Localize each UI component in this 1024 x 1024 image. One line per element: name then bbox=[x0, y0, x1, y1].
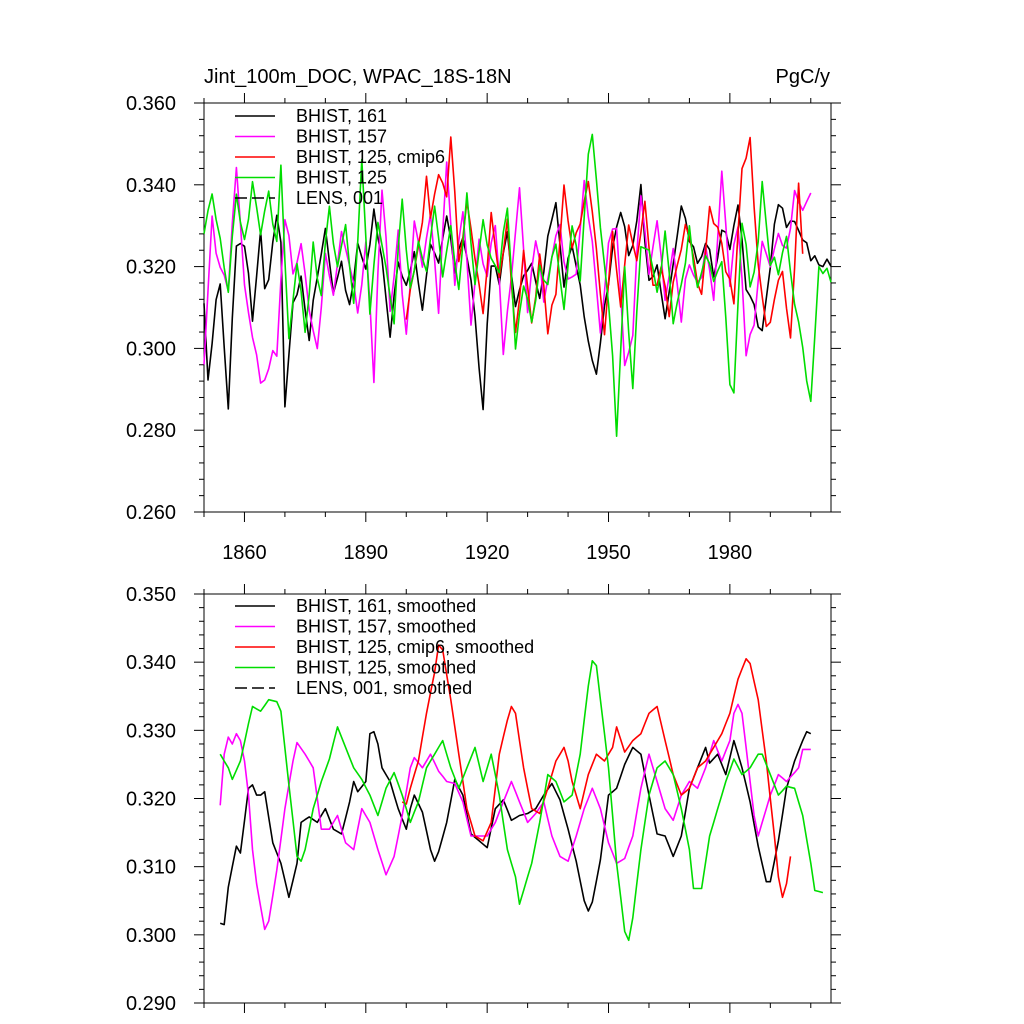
top-series-line-bhist-125-cmip6 bbox=[405, 136, 804, 339]
top-chart-title: Jint_100m_DOC, WPAC_18S-18N bbox=[204, 66, 512, 88]
bottom-y-tick-label: 0.290 bbox=[126, 993, 176, 1015]
top-chart-panel: Jint_100m_DOC, WPAC_18S-18N PgC/y 0.2600… bbox=[126, 66, 841, 564]
bottom-legend-label: BHIST, 125, smoothed bbox=[296, 658, 476, 678]
bottom-y-tick-label: 0.340 bbox=[126, 652, 176, 674]
top-x-tick-label: 1860 bbox=[222, 542, 267, 564]
bottom-series-lines bbox=[219, 644, 824, 942]
top-axis-ticks: 0.260 0.280 0.300 0.320 0.340 0.360 1860 1890 19… bbox=[126, 93, 841, 564]
bottom-chart-panel: 0.290 0.300 0.310 0.320 0.330 0.340 0.350 BHIS… bbox=[126, 584, 841, 1015]
top-legend-label: BHIST, 125, cmip6 bbox=[296, 147, 445, 167]
bottom-legend-label: BHIST, 125, cmip6, smoothed bbox=[296, 637, 534, 657]
bottom-y-tick-label: 0.300 bbox=[126, 925, 176, 947]
bottom-legend-label: BHIST, 157, smoothed bbox=[296, 617, 476, 637]
bottom-series-line-bhist-125-smoothed bbox=[219, 659, 824, 942]
top-legend-label: LENS, 001 bbox=[296, 188, 383, 208]
bottom-y-tick-label: 0.310 bbox=[126, 857, 176, 879]
bottom-y-tick-label: 0.350 bbox=[126, 584, 176, 606]
top-x-tick-label: 1920 bbox=[465, 542, 510, 564]
top-y-tick-label: 0.340 bbox=[126, 175, 176, 197]
top-series-line-bhist-125 bbox=[203, 133, 832, 438]
top-x-tick-label: 1890 bbox=[344, 542, 389, 564]
top-legend-label: BHIST, 125 bbox=[296, 168, 387, 188]
top-series-line-bhist-157 bbox=[203, 161, 812, 384]
bottom-axis-ticks: 0.290 0.300 0.310 0.320 0.330 0.340 0.350 bbox=[126, 584, 841, 1015]
bottom-legend-label: LENS, 001, smoothed bbox=[296, 678, 472, 698]
bottom-y-tick-label: 0.330 bbox=[126, 720, 176, 742]
bottom-legend-label: BHIST, 161, smoothed bbox=[296, 596, 476, 616]
top-chart-units: PgC/y bbox=[776, 66, 830, 88]
bottom-series-line-bhist-125-cmip6-smoothed bbox=[401, 644, 792, 899]
top-y-tick-label: 0.360 bbox=[126, 93, 176, 115]
bottom-series-line-bhist-157-smoothed bbox=[219, 703, 811, 931]
top-legend-label: BHIST, 157 bbox=[296, 127, 387, 147]
top-y-tick-label: 0.320 bbox=[126, 257, 176, 279]
top-y-tick-label: 0.280 bbox=[126, 420, 176, 442]
top-y-tick-label: 0.300 bbox=[126, 338, 176, 360]
bottom-y-tick-label: 0.320 bbox=[126, 789, 176, 811]
top-series-lines bbox=[203, 133, 832, 438]
bottom-series-line-bhist-161-smoothed bbox=[219, 730, 812, 926]
top-legend-label: BHIST, 161 bbox=[296, 106, 387, 126]
top-x-tick-label: 1980 bbox=[708, 542, 753, 564]
top-y-tick-label: 0.260 bbox=[126, 502, 176, 524]
top-x-tick-label: 1950 bbox=[586, 542, 631, 564]
